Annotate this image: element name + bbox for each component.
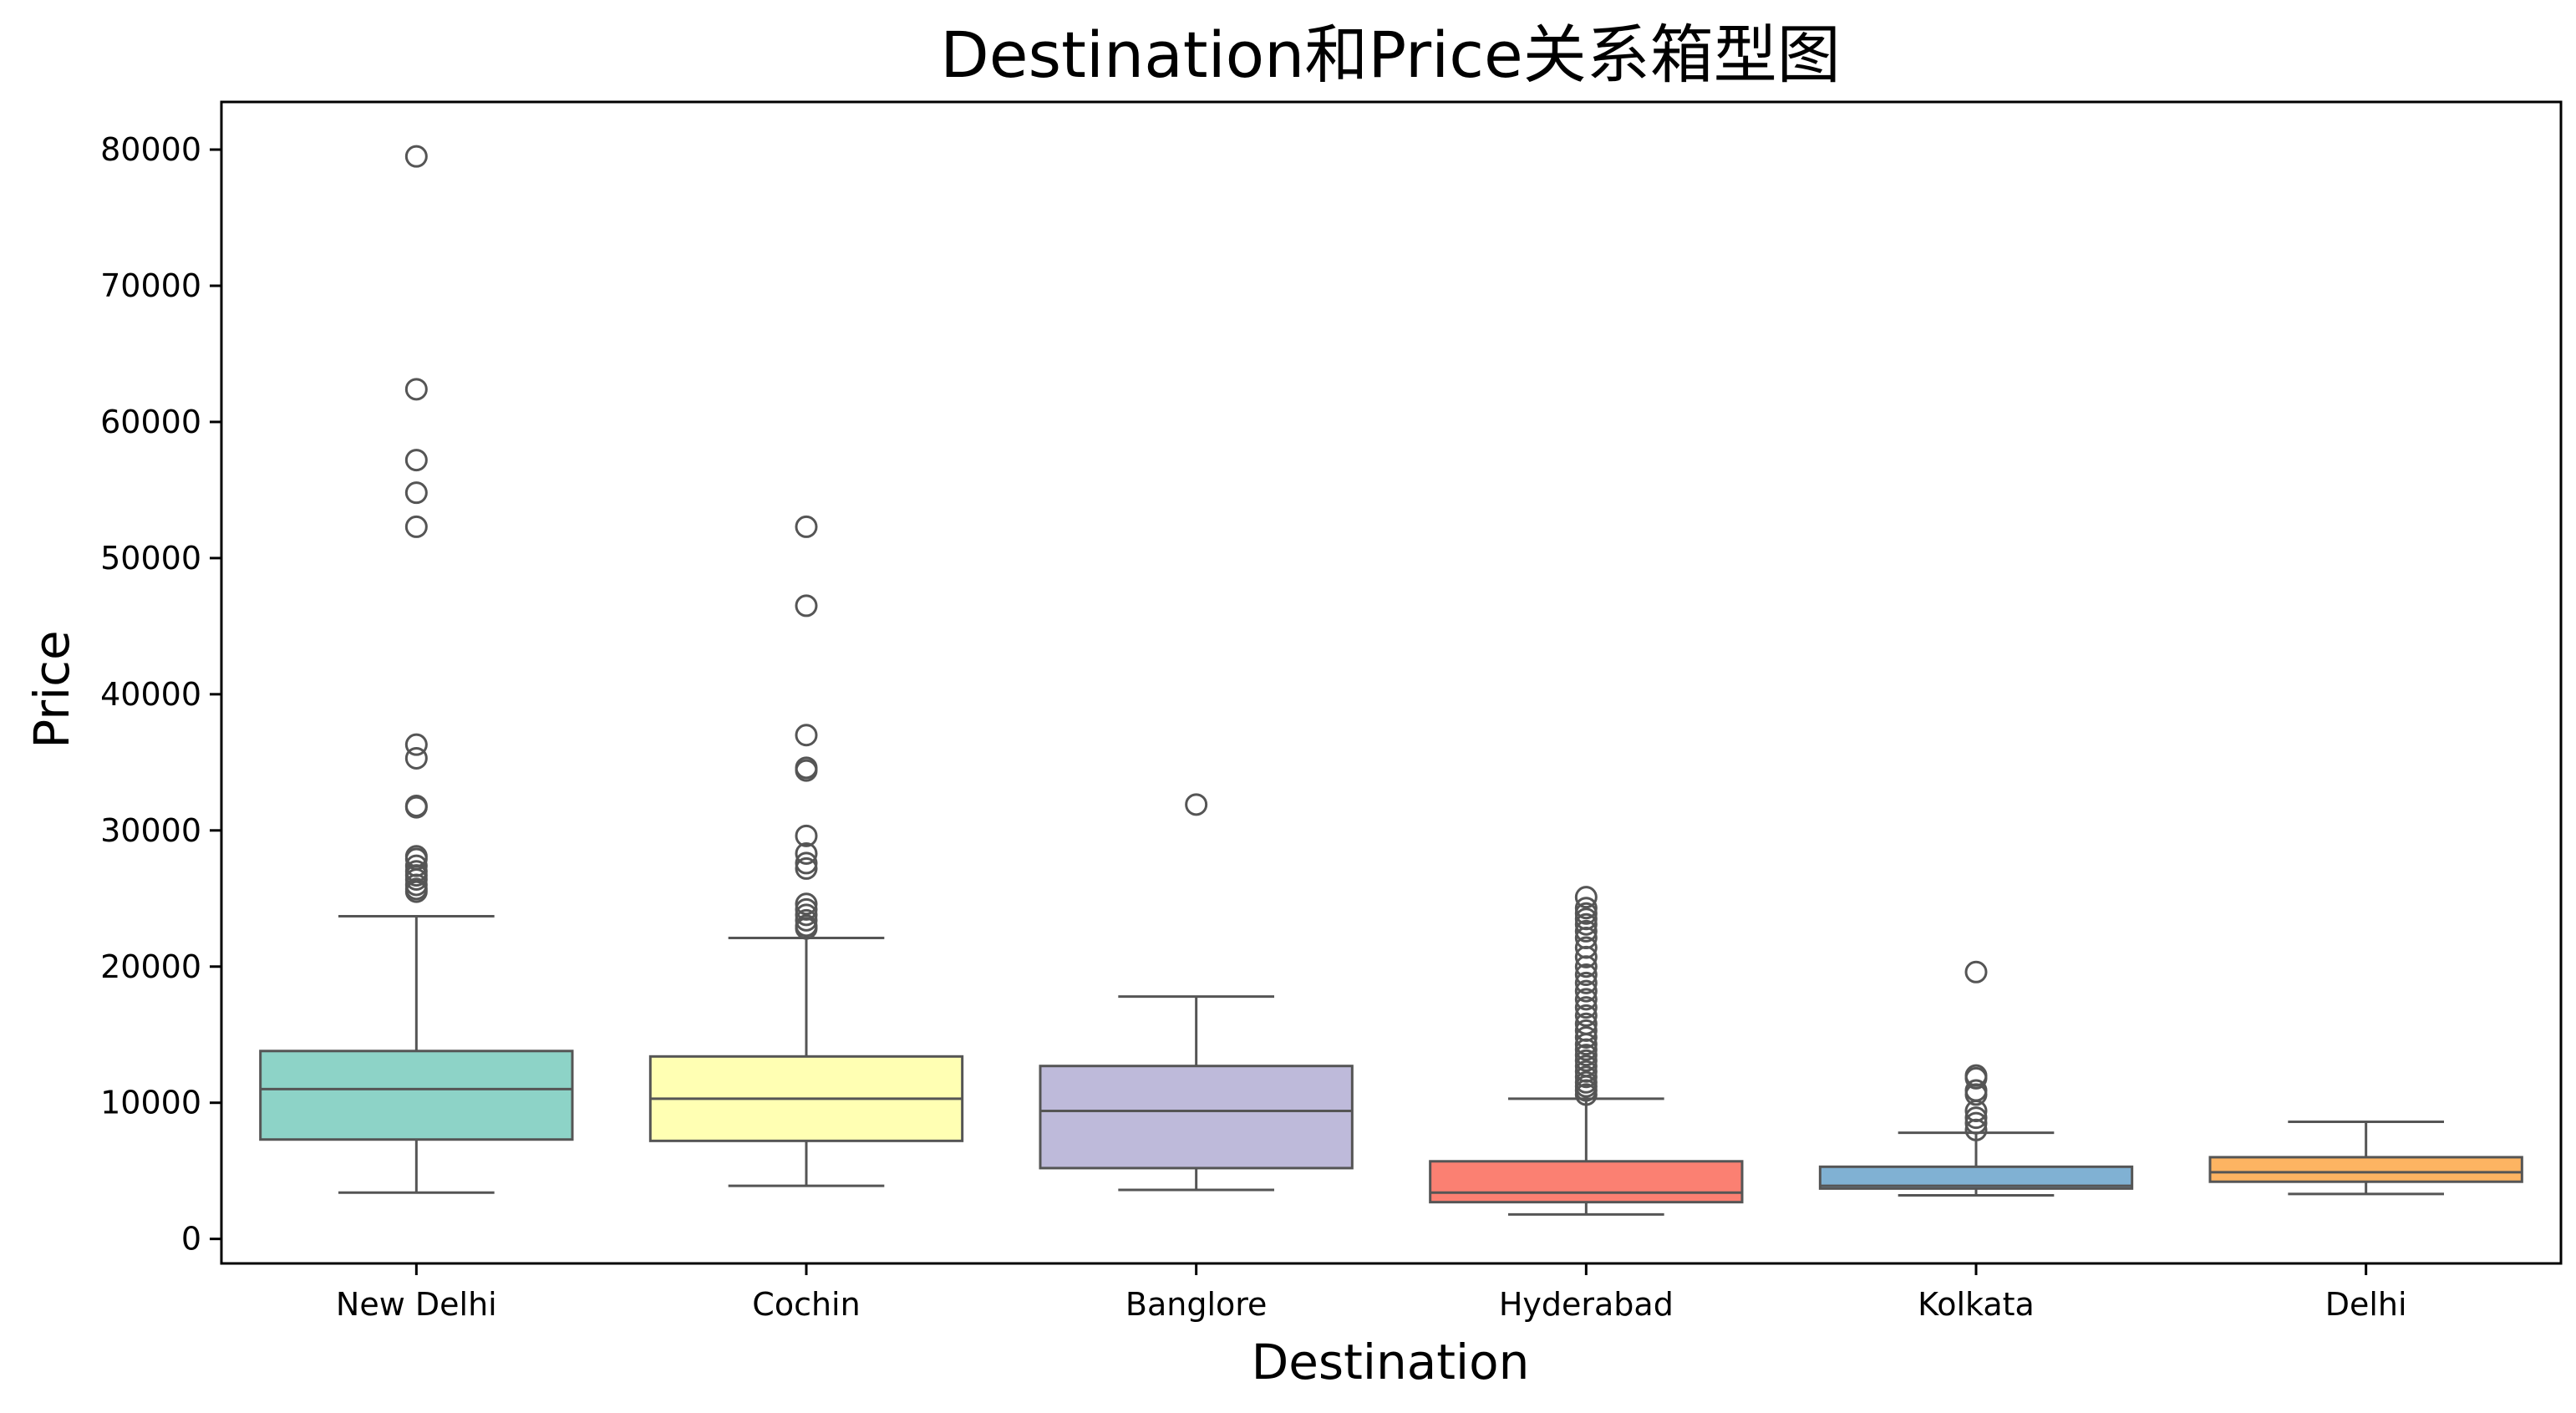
outlier-point [1574, 912, 1598, 936]
outlier-point [1964, 1118, 1988, 1141]
outlier-point [404, 449, 428, 472]
outlier-point [404, 746, 428, 770]
box-group-cochin [648, 515, 964, 1187]
outlier-point [1574, 988, 1598, 1011]
outlier-point [404, 733, 428, 756]
outlier-point [1574, 945, 1598, 968]
box-delhi [2208, 1156, 2523, 1183]
outlier-point [795, 892, 818, 916]
y-tick-label: 20000 [100, 948, 201, 985]
y-axis-label: Price [23, 630, 80, 749]
outlier-point [404, 880, 428, 903]
outlier-point [1574, 902, 1598, 925]
outlier-point [1964, 1106, 1988, 1130]
y-tick-label: 30000 [100, 812, 201, 849]
outlier-point [795, 851, 818, 875]
outlier-point [1574, 1038, 1598, 1061]
x-tick-label: Hyderabad [1499, 1286, 1674, 1323]
y-tick-label: 50000 [100, 540, 201, 577]
y-tick-label: 80000 [100, 131, 201, 168]
outlier-point [795, 759, 818, 782]
outlier-point [795, 856, 818, 880]
outlier-point [795, 903, 818, 927]
outlier-point [1574, 1065, 1598, 1089]
outlier-point [1574, 955, 1598, 978]
outlier-point [404, 515, 428, 538]
x-axis-label: Destination [1252, 1334, 1530, 1390]
y-tick-label: 40000 [100, 676, 201, 713]
outlier-point [1574, 897, 1598, 920]
box-hyderabad [1429, 1160, 1744, 1204]
outlier-point [1185, 793, 1208, 816]
outlier-point [795, 917, 818, 940]
outlier-point [1574, 886, 1598, 909]
outlier-point [404, 378, 428, 401]
outlier-point [1964, 1111, 1988, 1135]
box-group-new-delhi [259, 145, 574, 1194]
outlier-point [404, 145, 428, 168]
plot-area [259, 145, 2523, 1216]
x-tick-label: Kolkata [1918, 1286, 2035, 1323]
outlier-point [1574, 1044, 1598, 1067]
outlier-point [1574, 919, 1598, 943]
outlier-point [1574, 1004, 1598, 1027]
box-group-delhi [2208, 1121, 2523, 1196]
box-group-hyderabad [1429, 886, 1744, 1216]
outlier-point [1574, 1049, 1598, 1072]
outlier-point [1574, 971, 1598, 994]
y-tick-label: 0 [181, 1221, 201, 1258]
box-new-delhi [259, 1050, 574, 1141]
outlier-point [1574, 1083, 1598, 1106]
outlier-point [795, 908, 818, 932]
box-group-kolkata [1818, 960, 2134, 1197]
outlier-point [404, 481, 428, 505]
plot-frame [220, 100, 2563, 1265]
y-tick-label: 70000 [100, 267, 201, 304]
outlier-point [1964, 1066, 1988, 1090]
outlier-point [1574, 1025, 1598, 1049]
outlier-point [1574, 979, 1598, 1003]
outlier-point [1964, 960, 1988, 984]
y-tick-label: 60000 [100, 404, 201, 440]
outlier-point [404, 795, 428, 819]
outlier-point [795, 724, 818, 747]
outlier-point [1574, 996, 1598, 1019]
x-tick-label: Delhi [2325, 1286, 2407, 1323]
outlier-point [795, 594, 818, 618]
box-banglore [1039, 1065, 1354, 1170]
axes: 0 10000 20000 30000 40000 50000 60000 70000 8000… [100, 131, 2406, 1323]
chart-title: Destination和Price关系箱型图 [940, 18, 1841, 92]
x-tick-label: Banglore [1125, 1286, 1268, 1323]
outlier-point [1964, 1083, 1988, 1106]
outlier-point [795, 824, 818, 847]
x-tick-label: Cochin [752, 1286, 860, 1323]
y-tick-label: 10000 [100, 1085, 201, 1121]
outlier-point [795, 515, 818, 538]
outlier-point [1574, 963, 1598, 987]
outlier-point [1574, 1033, 1598, 1056]
outlier-point [795, 842, 818, 866]
outlier-point [404, 867, 428, 891]
x-tick-label: New Delhi [336, 1286, 497, 1323]
box-group-banglore [1039, 793, 1354, 1192]
